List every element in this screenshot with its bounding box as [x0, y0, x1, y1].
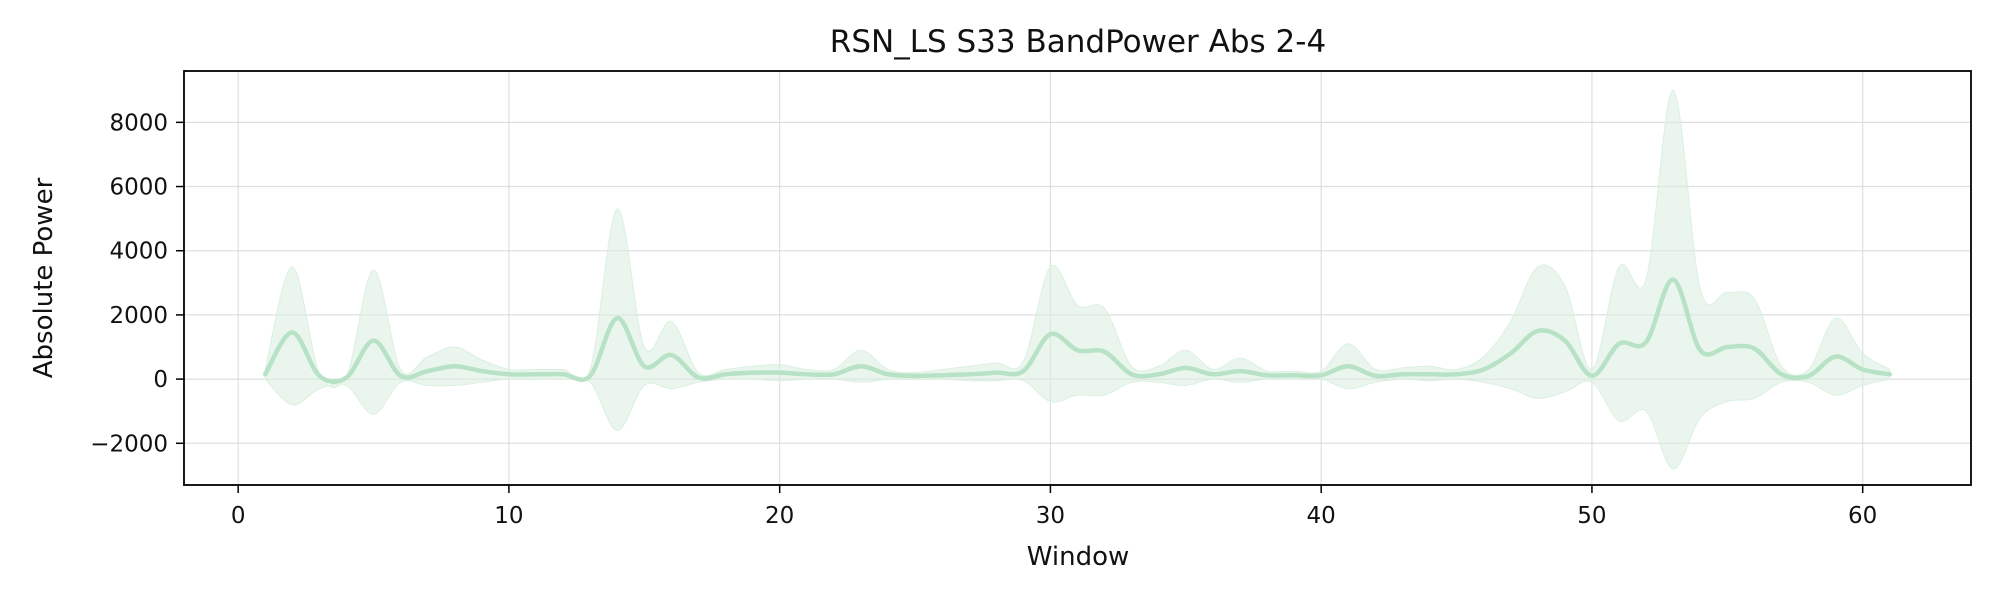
confidence-band-layer: [264, 89, 1891, 470]
chart-title: RSN_LS S33 BandPower Abs 2-4: [830, 24, 1326, 60]
y-tick-label: −2000: [90, 431, 168, 457]
x-tick-label: 40: [1307, 503, 1336, 529]
y-tick-label: 8000: [109, 110, 168, 136]
y-tick-label: 6000: [109, 175, 168, 201]
series-line-1: [262, 277, 1893, 384]
x-tick-label: 20: [765, 503, 794, 529]
y-tick-label: 2000: [109, 303, 168, 329]
y-tick-label: 0: [153, 367, 168, 393]
x-tick-label: 60: [1848, 503, 1877, 529]
series-band-1: [264, 89, 1891, 470]
y-axis-label: Absolute Power: [29, 177, 59, 378]
x-tick-label: 10: [494, 503, 523, 529]
series-line-layer: [262, 277, 1893, 384]
x-axis-label: Window: [1027, 542, 1130, 572]
axis-layer: 0 10 20 30 40 50 60 −2000 0 2000 4000 6000 8000: [90, 110, 1877, 529]
y-tick-label: 4000: [109, 239, 168, 265]
x-tick-label: 30: [1036, 503, 1065, 529]
x-tick-label: 0: [231, 503, 246, 529]
plot-frame: [183, 70, 1972, 486]
x-tick-label: 50: [1577, 503, 1606, 529]
